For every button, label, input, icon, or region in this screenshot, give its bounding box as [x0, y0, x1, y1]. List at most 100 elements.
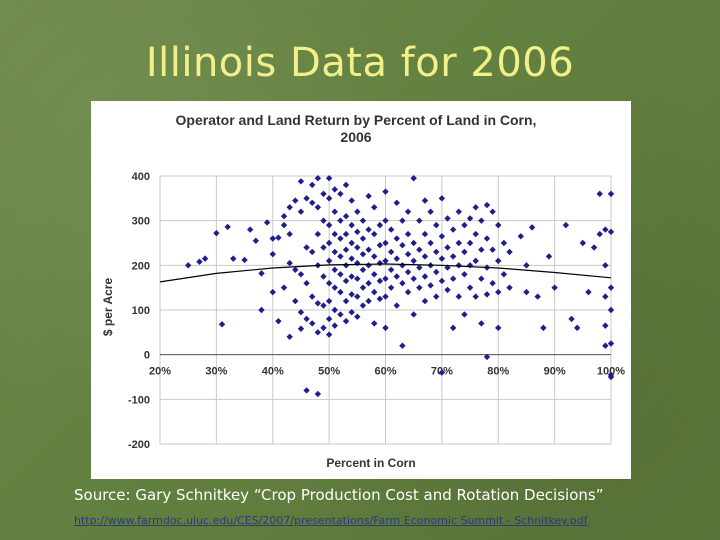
- data-point: [303, 244, 310, 251]
- data-point: [371, 230, 378, 238]
- data-point: [506, 248, 513, 256]
- data-point: [562, 221, 570, 229]
- data-point: [184, 262, 192, 269]
- data-point: [263, 219, 271, 226]
- data-point: [382, 257, 389, 265]
- data-point: [325, 297, 333, 305]
- data-point: [382, 275, 389, 282]
- data-point: [342, 246, 350, 253]
- data-point: [478, 275, 485, 282]
- data-point: [280, 284, 288, 291]
- data-point: [427, 282, 434, 289]
- data-point: [433, 293, 440, 300]
- data-point: [433, 221, 440, 229]
- data-point: [404, 208, 412, 215]
- data-point: [348, 291, 355, 298]
- data-point: [359, 284, 367, 291]
- data-point: [309, 199, 316, 206]
- data-point: [342, 213, 350, 220]
- data-point: [478, 320, 485, 327]
- data-point: [365, 192, 372, 200]
- data-point: [596, 190, 603, 198]
- data-point: [303, 195, 310, 202]
- data-point: [393, 255, 400, 262]
- data-point: [348, 273, 355, 280]
- data-point: [280, 213, 288, 220]
- data-point: [275, 317, 282, 325]
- data-point: [416, 284, 423, 291]
- data-point: [466, 239, 474, 247]
- scatter-chart: Operator and Land Return by Percent of L…: [101, 112, 625, 470]
- data-point: [461, 248, 468, 256]
- data-point: [433, 268, 440, 276]
- data-point: [461, 311, 468, 318]
- data-points: [184, 175, 615, 398]
- data-point: [325, 239, 333, 247]
- data-point: [365, 226, 372, 233]
- y-tick-label: 100: [132, 305, 150, 317]
- data-point: [387, 226, 395, 233]
- data-point: [337, 253, 344, 260]
- data-point: [399, 342, 406, 349]
- data-point: [399, 280, 406, 287]
- data-point: [292, 266, 299, 273]
- data-point: [590, 244, 598, 251]
- data-point: [230, 255, 237, 262]
- data-point: [337, 190, 344, 198]
- x-tick-label: 20%: [149, 366, 171, 378]
- data-point: [258, 306, 265, 314]
- data-point: [348, 255, 355, 262]
- data-point: [495, 324, 502, 332]
- data-point: [218, 321, 226, 328]
- data-point: [365, 262, 372, 269]
- data-point: [342, 297, 350, 305]
- data-point: [478, 217, 485, 224]
- data-point: [427, 208, 434, 215]
- data-point: [371, 288, 378, 296]
- data-point: [354, 275, 361, 282]
- data-point: [275, 234, 282, 241]
- data-point: [607, 228, 615, 236]
- data-point: [416, 246, 423, 253]
- data-point: [495, 257, 502, 265]
- data-point: [286, 259, 293, 267]
- data-point: [292, 197, 299, 204]
- data-point: [534, 293, 541, 300]
- source-link[interactable]: http://www.farmdoc.uiuc.edu/CES/2007/pre…: [74, 514, 588, 527]
- data-point: [354, 208, 361, 215]
- data-point: [421, 197, 429, 204]
- data-point: [483, 235, 491, 242]
- data-point: [269, 288, 276, 296]
- data-point: [483, 291, 491, 298]
- slide-title: Illinois Data for 2006: [145, 40, 575, 86]
- data-point: [309, 181, 316, 189]
- data-point: [371, 271, 378, 278]
- y-tick-label: 0: [144, 350, 150, 362]
- data-point: [506, 284, 513, 291]
- data-point: [320, 190, 327, 198]
- data-point: [359, 266, 367, 273]
- x-tick-label: 60%: [374, 366, 396, 378]
- y-tick-label: -100: [128, 394, 150, 406]
- data-point: [523, 288, 530, 296]
- data-point: [455, 262, 462, 269]
- data-point: [489, 208, 496, 215]
- data-point: [602, 262, 609, 269]
- y-axis-ticks: -200 -100 0 100 200 300 400: [128, 171, 150, 451]
- data-point: [325, 175, 333, 182]
- data-point: [444, 286, 451, 294]
- y-tick-label: 300: [132, 216, 150, 228]
- data-point: [325, 195, 333, 202]
- data-point: [252, 237, 260, 244]
- data-point: [602, 226, 609, 233]
- data-point: [303, 315, 310, 323]
- chart-title-line-2: 2006: [340, 129, 371, 145]
- data-point: [314, 329, 322, 336]
- data-point: [433, 248, 440, 256]
- data-point: [393, 235, 400, 242]
- data-point: [376, 242, 384, 249]
- gridlines: [159, 175, 612, 445]
- data-point: [410, 175, 417, 182]
- x-tick-label: 80%: [487, 366, 509, 378]
- data-point: [286, 230, 293, 238]
